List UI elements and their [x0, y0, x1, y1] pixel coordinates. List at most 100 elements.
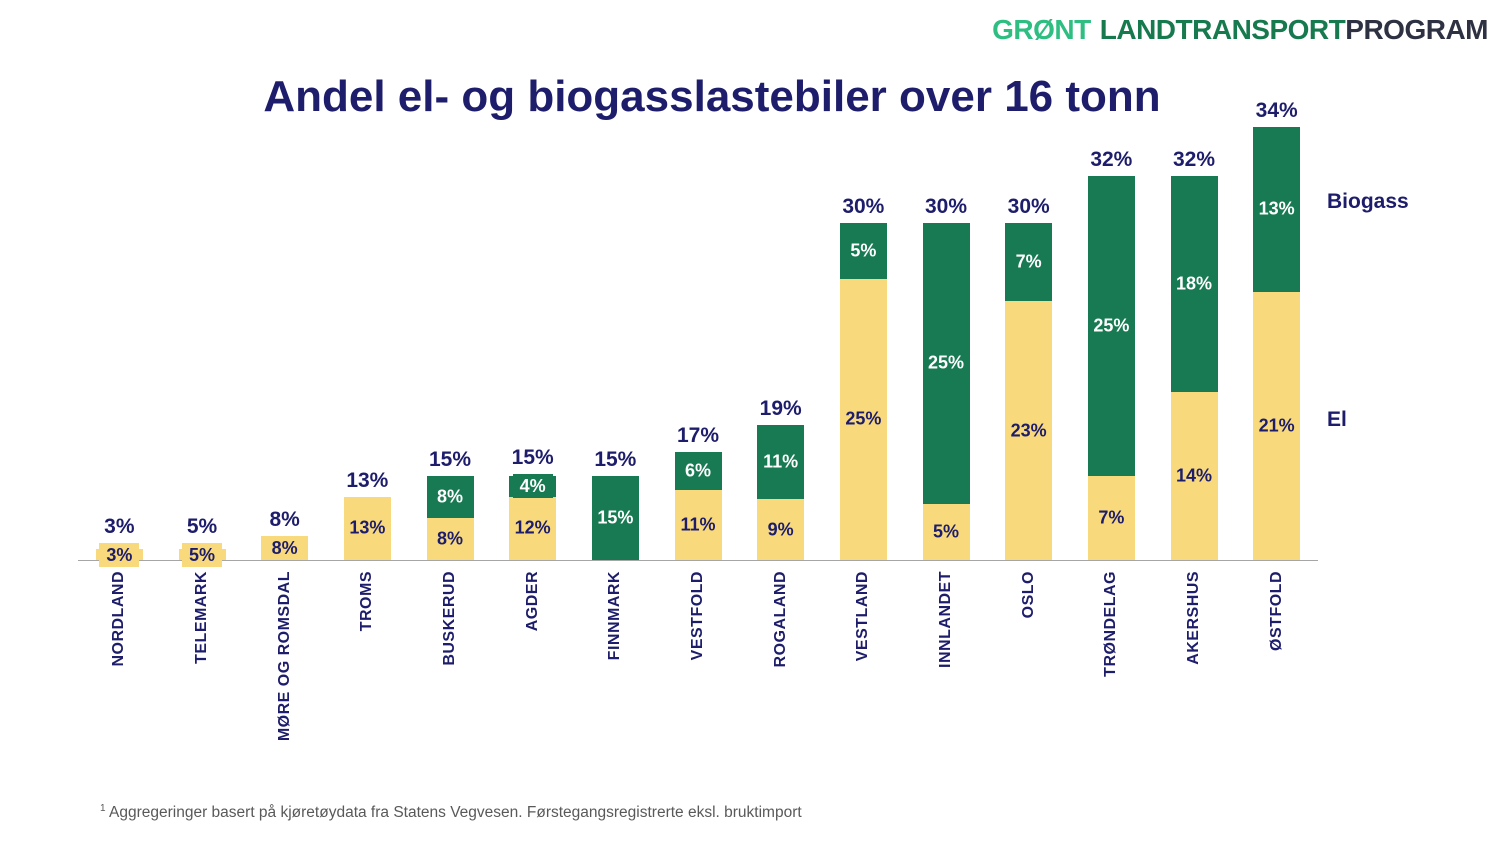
x-axis-label-text: AKERSHUS — [1184, 571, 1202, 665]
x-axis-label-text: ØSTFOLD — [1267, 571, 1285, 651]
bar-segment-el — [674, 489, 722, 560]
bar-segment-biogass — [674, 451, 722, 490]
legend-label-biogass: Biogass — [1327, 190, 1409, 213]
bar-total-label: 17% — [676, 423, 720, 447]
bar-label-biogass: 25% — [927, 352, 965, 373]
bar-segment-el — [1087, 476, 1135, 560]
x-axis-label-text: ROGALAND — [771, 571, 789, 668]
bar-segment-el — [426, 517, 474, 560]
x-axis-label: VESTLAND — [822, 571, 905, 661]
bar-segment-biogass — [1005, 222, 1053, 302]
bar-segment-el — [1170, 392, 1218, 560]
x-axis-label: FINNMARK — [574, 571, 657, 660]
x-axis-label-text: AGDER — [523, 571, 541, 632]
legend-label-el: El — [1327, 408, 1347, 431]
bar-label-biogass: 7% — [1015, 251, 1042, 272]
x-axis-label: VESTFOLD — [657, 571, 740, 660]
bar-segment-biogass — [1087, 176, 1135, 476]
x-axis-label: AGDER — [491, 571, 574, 631]
x-axis-label: TRØNDELAG — [1070, 571, 1153, 677]
bar-label-el: 13% — [349, 517, 386, 538]
gront-landtransportprogram-logo: GRØNT LANDTRANSPORTPROGRAM — [992, 14, 1488, 46]
bar-segment-biogass — [757, 424, 805, 500]
x-axis-label-text: TROMS — [358, 571, 376, 632]
x-axis-label-text: BUSKERUD — [440, 571, 458, 666]
chart-title: Andel el- og biogasslastebiler over 16 t… — [263, 72, 1161, 121]
bar-total-label: 30% — [924, 194, 968, 218]
bar-segment-el — [343, 496, 391, 560]
x-axis-label: NORDLAND — [78, 571, 161, 667]
bar-total-label: 15% — [511, 446, 554, 470]
bar-label-el: 5% — [181, 542, 223, 567]
x-axis-label: AKERSHUS — [1153, 571, 1236, 665]
bar-label-el: 3% — [99, 542, 140, 567]
bar-label-el: 25% — [845, 408, 882, 429]
bar-total-label: 32% — [1090, 148, 1133, 171]
bar-segment-el — [1005, 301, 1053, 560]
bar-segment-el — [757, 499, 805, 560]
x-axis-label-text: TRØNDELAG — [1102, 571, 1120, 677]
bar-segment-biogass — [839, 222, 887, 279]
bar-label-el: 8% — [264, 536, 305, 560]
bar-label-biogass: 5% — [850, 240, 877, 261]
x-axis-label: ØSTFOLD — [1235, 571, 1318, 651]
x-axis-label-text: MØRE OG ROMSDAL — [275, 571, 293, 742]
bar-total-label: 3% — [104, 514, 135, 538]
bar-total-label: 30% — [1007, 194, 1050, 218]
x-axis-label: INNLANDET — [905, 571, 988, 668]
bar-total-label: 19% — [759, 396, 802, 420]
bar-segment-el — [1253, 292, 1301, 560]
bar-total-label: 8% — [269, 508, 300, 531]
bar-label-biogass: 18% — [1175, 273, 1213, 294]
footnote-text: Aggregeringer basert på kjøretøydata fra… — [105, 804, 802, 822]
bar-segment-biogass — [1170, 176, 1218, 392]
bar-total-label: 13% — [346, 468, 389, 492]
stacked-bar-chart: 3% 3% NORDLAND 5% 5% TELEMARK 8% 8% MØRE OG ROMS… — [78, 90, 1318, 741]
x-axis-label-text: FINNMARK — [606, 571, 624, 661]
x-axis-label: OSLO — [987, 571, 1070, 618]
bar-label-el: 7% — [1098, 507, 1125, 528]
logo-part-landtransport: LANDTRANSPORT — [1099, 14, 1346, 45]
x-axis-label: ROGALAND — [739, 571, 822, 667]
footnote-superscript: 1 — [100, 803, 106, 814]
x-axis-label-text: OSLO — [1019, 571, 1037, 619]
bar-label-el: 23% — [1010, 420, 1047, 441]
x-axis-line — [78, 560, 1318, 561]
bar-segment-el — [922, 503, 970, 560]
logo-part-program: PROGRAM — [1345, 14, 1488, 45]
bar-label-el: 5% — [932, 521, 960, 542]
footnote: 1 Aggregeringer basert på kjøretøydata f… — [100, 803, 802, 822]
bar-total-label: 15% — [428, 447, 472, 471]
bar-label-biogass: 13% — [1258, 198, 1295, 219]
bar-label-biogass: 8% — [436, 486, 464, 507]
x-axis-label: TELEMARK — [161, 571, 244, 664]
bar-label-el: 14% — [1175, 465, 1213, 486]
bar-total-label: 15% — [594, 447, 637, 471]
bar-total-label: 5% — [186, 514, 218, 538]
bar-label-el: 12% — [514, 517, 551, 538]
bar-segment-el — [839, 278, 887, 560]
x-axis-label-text: INNLANDET — [936, 571, 954, 668]
bar-segment-biogass — [591, 475, 639, 560]
bar-label-el: 21% — [1258, 415, 1295, 436]
bar-label-biogass: 25% — [1093, 315, 1130, 336]
x-axis-label-text: VESTLAND — [854, 571, 872, 662]
bar-label-el: 11% — [680, 514, 716, 535]
x-axis-label: TROMS — [326, 571, 409, 631]
bar-label-el: 9% — [767, 519, 794, 540]
bar-label-biogass: 11% — [763, 451, 799, 472]
bar-segment-biogass — [1253, 126, 1301, 293]
bar-label-biogass: 6% — [684, 460, 712, 481]
bar-segment-biogass — [426, 475, 474, 518]
bar-label-el: 8% — [436, 528, 464, 549]
bar-total-label: 30% — [842, 194, 885, 218]
bar-label-biogass: 4% — [512, 474, 553, 499]
logo-part-gront: GRØNT — [992, 14, 1091, 45]
bar-segment-biogass — [922, 222, 970, 504]
x-axis-label: MØRE OG ROMSDAL — [243, 571, 326, 741]
bar-total-label: 34% — [1255, 98, 1298, 122]
x-axis-label-text: VESTFOLD — [688, 571, 706, 661]
bar-label-biogass: 15% — [597, 507, 634, 528]
bar-segment-el — [509, 496, 557, 560]
